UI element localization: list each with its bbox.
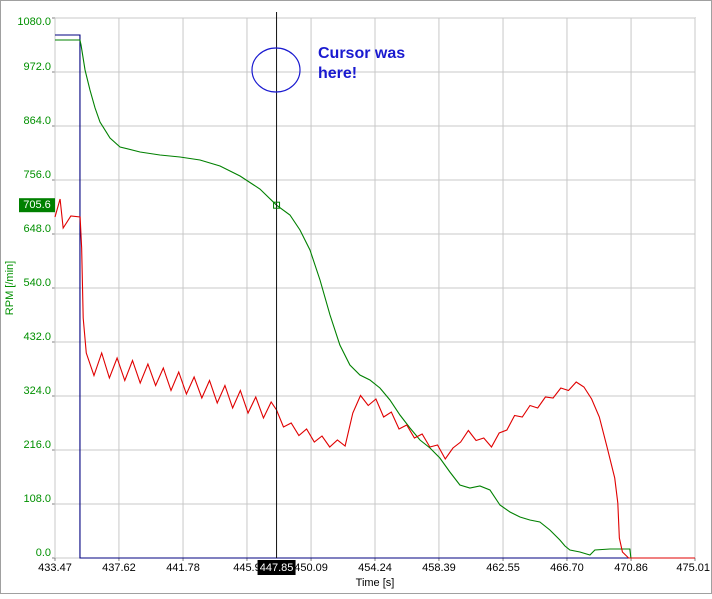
overlay: 705.6 447.85: [19, 12, 296, 575]
x-tick-label: 454.24: [358, 562, 392, 574]
series-line: [55, 39, 695, 559]
y-tick-label: 432.0: [23, 331, 51, 343]
x-tick-label: 437.62: [102, 562, 136, 574]
y-axis-title: RPM [/min]: [4, 261, 16, 315]
x-tick-label: 441.78: [166, 562, 200, 574]
y-tick-label: 972.0: [23, 61, 51, 73]
lines: [54, 34, 695, 559]
grid: 0.0 108.0 216.0 324.0 432.0 540.0 648.0 756.0 86…: [17, 16, 710, 574]
series-line: [54, 198, 695, 559]
x-tick-label: 462.55: [486, 562, 520, 574]
x-tick-label: 458.39: [422, 562, 456, 574]
x-tick-label: 466.70: [550, 562, 584, 574]
annotation: Cursor was here!: [318, 45, 406, 82]
y-tick-label: 216.0: [23, 439, 51, 451]
y-tick-label: 864.0: [23, 115, 51, 127]
cursor-x-label: 447.85: [260, 562, 294, 574]
x-tick-label: 433.47: [38, 562, 72, 574]
y-tick-label: 1080.0: [17, 16, 51, 28]
y-tick-label: 324.0: [23, 385, 51, 397]
y-tick-label: 648.0: [23, 223, 51, 235]
y-tick-label: 0.0: [36, 547, 51, 559]
cursor-x-box: [257, 560, 296, 575]
cursor-y-box: [19, 198, 55, 213]
x-tick-label: 475.01: [676, 562, 710, 574]
cursor-circle: [251, 47, 301, 93]
x-tick-label: 450.09: [294, 562, 328, 574]
x-tick-label: 470.86: [614, 562, 648, 574]
y-tick-label: 756.0: [23, 169, 51, 181]
x-axis-title: Time [s]: [356, 577, 395, 589]
cursor-marker: [273, 201, 281, 209]
series-line: [55, 34, 695, 559]
y-tick-label: 108.0: [23, 493, 51, 505]
x-tick-label: 445.9: [233, 562, 261, 574]
y-tick-label: 540.0: [23, 277, 51, 289]
cursor-y-label: 705.6: [23, 199, 51, 211]
